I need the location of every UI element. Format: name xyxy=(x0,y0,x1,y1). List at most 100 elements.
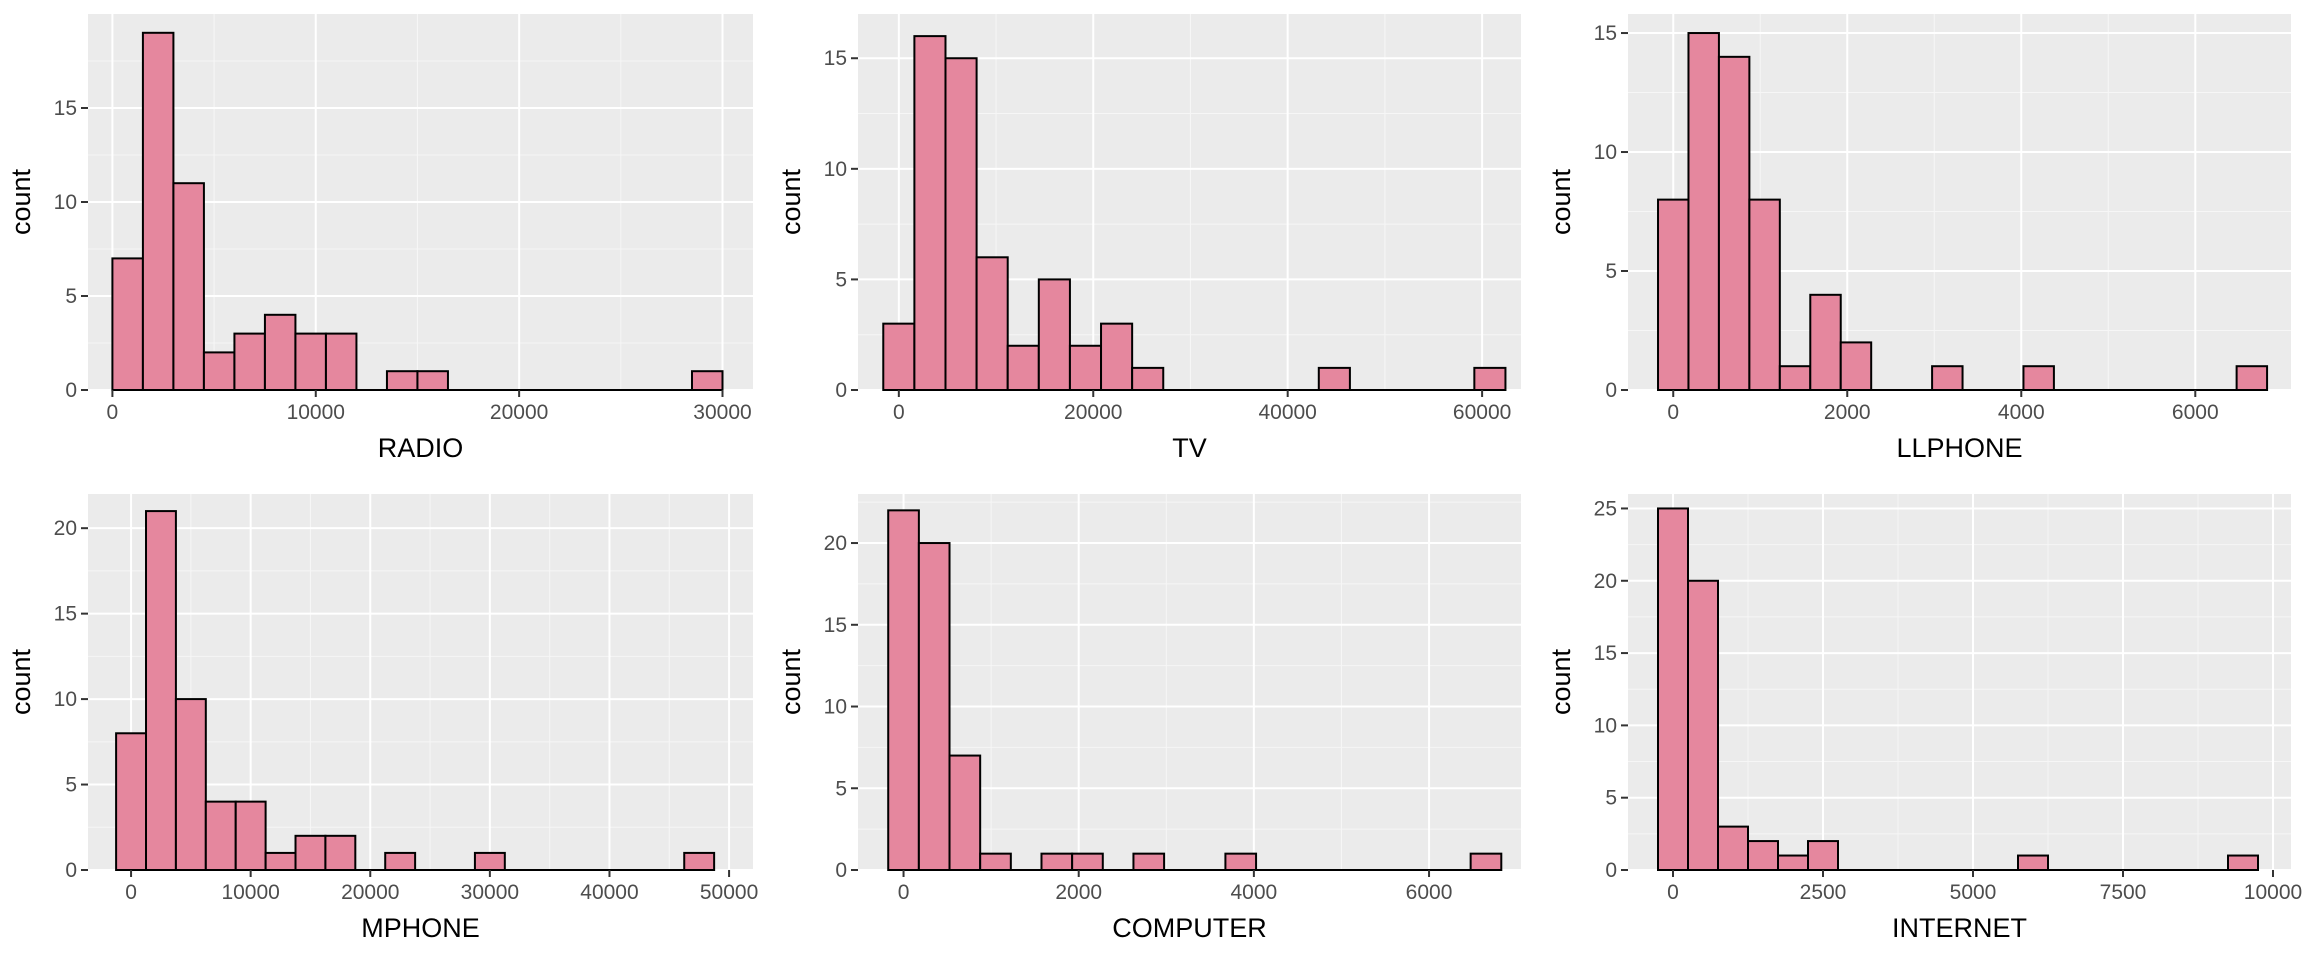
histogram-bar xyxy=(1687,579,1719,871)
x-tick-label: 40000 xyxy=(1258,401,1316,424)
x-tick-label: 50000 xyxy=(700,881,758,904)
histogram-bar xyxy=(1473,366,1507,392)
histogram-bar xyxy=(948,754,982,872)
histogram-bar xyxy=(1687,32,1720,392)
histogram-bar xyxy=(202,351,236,391)
histogram-bar xyxy=(1040,852,1074,871)
y-tick-label: 0 xyxy=(835,859,847,882)
histogram-bar xyxy=(1777,854,1809,871)
y-tick-label: 0 xyxy=(835,379,847,402)
histogram-bar xyxy=(2022,365,2055,392)
histogram-bar xyxy=(294,834,327,871)
histogram-bar xyxy=(1006,344,1040,392)
y-tick-label: 15 xyxy=(1594,22,1617,45)
y-tick-label: 5 xyxy=(835,268,847,291)
histogram-bar xyxy=(2017,854,2049,871)
y-axis-title: count xyxy=(776,648,806,715)
y-tick-label: 0 xyxy=(1605,379,1617,402)
x-tick-label: 60000 xyxy=(1453,401,1511,424)
x-tick-label: 40000 xyxy=(580,881,638,904)
y-axis-title: count xyxy=(1546,168,1576,235)
y-axis-title: count xyxy=(6,168,36,235)
y-tick-label: 10 xyxy=(824,696,847,719)
histogram-bar xyxy=(882,322,916,392)
histogram-bar xyxy=(115,732,148,871)
histogram-bar xyxy=(683,851,716,872)
y-tick-label: 15 xyxy=(824,47,847,70)
y-tick-label: 10 xyxy=(1594,714,1617,737)
y-tick-label: 25 xyxy=(1594,497,1617,520)
histogram-bar xyxy=(145,510,177,871)
x-tick-label: 10000 xyxy=(221,881,279,904)
histogram-bar xyxy=(913,35,947,391)
histogram-bar xyxy=(1657,198,1690,391)
x-tick-label: 7500 xyxy=(2100,881,2147,904)
histogram-bar xyxy=(234,800,267,871)
x-axis-title: LLPHONE xyxy=(1896,433,2022,463)
x-tick-label: 30000 xyxy=(693,401,751,424)
x-tick-label: 20000 xyxy=(341,881,399,904)
y-tick-label: 0 xyxy=(1605,859,1617,882)
histogram-bar xyxy=(1778,365,1812,392)
histogram-bar xyxy=(2227,854,2259,871)
x-tick-label: 6000 xyxy=(2172,401,2219,424)
x-axis-title: RADIO xyxy=(378,433,464,463)
histogram-bar xyxy=(416,370,449,392)
histogram-bar xyxy=(1748,198,1781,391)
histogram-bar xyxy=(1037,278,1071,392)
panel-background xyxy=(1628,494,2291,870)
y-tick-label: 10 xyxy=(54,191,77,214)
y-tick-label: 15 xyxy=(1594,642,1617,665)
histogram-bar xyxy=(1931,365,1964,392)
x-tick-label: 6000 xyxy=(1406,881,1453,904)
histogram-bar xyxy=(2235,365,2269,392)
histogram-bar xyxy=(1469,852,1503,871)
histogram-bar xyxy=(1131,366,1165,392)
histogram-panel-internet: 0 2500 5000 7500 10000 0 5 10 15 20 25 INTERNET coun… xyxy=(1546,494,2302,943)
x-axis-title: INTERNET xyxy=(1892,913,2027,943)
histogram-bar xyxy=(324,332,358,392)
x-tick-label: 10000 xyxy=(287,401,345,424)
histogram-bar xyxy=(690,370,724,392)
x-tick-label: 0 xyxy=(898,881,910,904)
y-tick-label: 20 xyxy=(1594,570,1617,593)
y-tick-label: 10 xyxy=(1594,141,1617,164)
histogram-bar xyxy=(1071,852,1104,871)
x-tick-label: 20000 xyxy=(1064,401,1122,424)
histogram-bar xyxy=(204,800,237,871)
x-tick-label: 5000 xyxy=(1950,881,1997,904)
x-tick-label: 0 xyxy=(1667,401,1679,424)
x-tick-label: 2500 xyxy=(1800,881,1847,904)
x-tick-label: 0 xyxy=(107,401,119,424)
x-tick-label: 4000 xyxy=(1998,401,2045,424)
x-tick-label: 0 xyxy=(125,881,137,904)
histogram-bar xyxy=(384,851,417,872)
histogram-bar xyxy=(1317,366,1351,392)
y-axis-title: count xyxy=(776,168,806,235)
histogram-panel-radio: 0 10000 20000 30000 0 5 10 15 RADIO count xyxy=(6,14,753,463)
y-tick-label: 15 xyxy=(54,97,77,120)
y-axis-title: count xyxy=(1546,648,1576,715)
histogram-panel-mphone: 0 10000 20000 30000 40000 50000 0 5 10 15 20 MPHONE… xyxy=(6,494,758,943)
y-tick-label: 15 xyxy=(54,603,77,626)
y-tick-label: 10 xyxy=(54,688,77,711)
histogram-bar xyxy=(473,851,506,872)
histogram-bar xyxy=(1068,344,1103,392)
histogram-bar xyxy=(1657,507,1689,871)
y-tick-label: 0 xyxy=(65,859,77,882)
histogram-bar xyxy=(324,834,357,871)
y-tick-label: 15 xyxy=(824,614,847,637)
histogram-bar xyxy=(294,332,327,392)
histogram-bar xyxy=(979,852,1012,871)
x-tick-label: 0 xyxy=(893,401,905,424)
histogram-panel-tv: 0 20000 40000 60000 0 5 10 15 TV count xyxy=(776,14,1521,463)
y-axis-title: count xyxy=(6,648,36,715)
histogram-bar xyxy=(233,332,266,392)
histogram-bar xyxy=(174,698,207,871)
x-axis-title: COMPUTER xyxy=(1112,913,1267,943)
y-tick-label: 5 xyxy=(65,285,77,308)
histogram-bar xyxy=(1717,825,1749,871)
histogram-bar xyxy=(887,509,920,871)
histogram-bar xyxy=(1807,840,1839,871)
